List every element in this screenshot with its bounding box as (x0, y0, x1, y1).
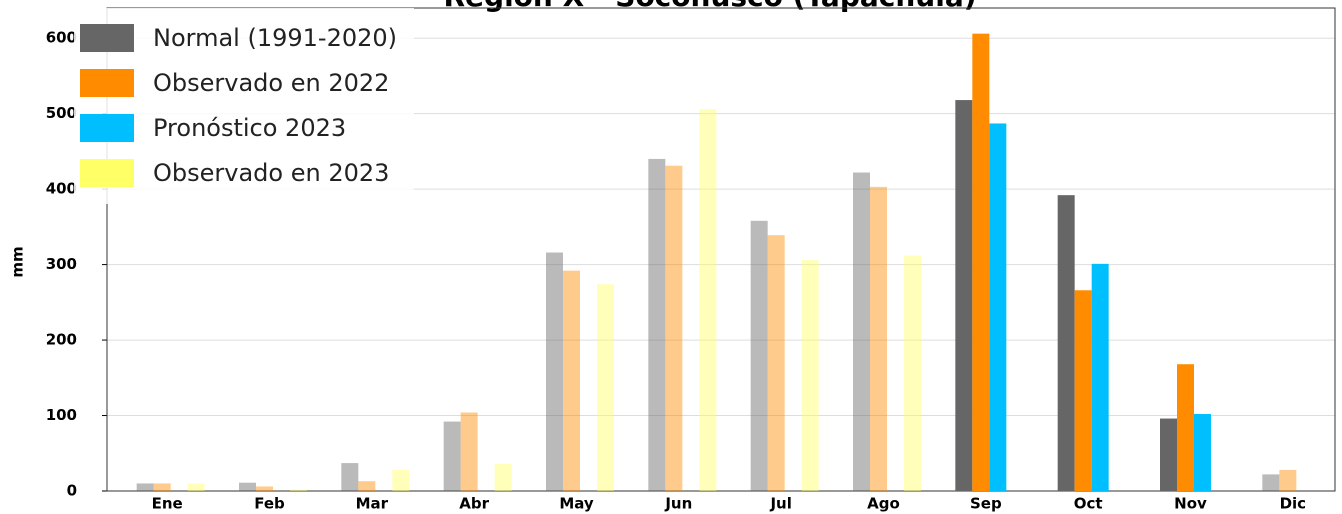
x-tick-label: Jun (664, 495, 692, 513)
x-tick-label: Ene (152, 495, 183, 513)
y-tick-label: 300 (46, 255, 77, 273)
legend-swatch (80, 159, 134, 187)
bar (801, 260, 819, 491)
x-tick-label: Sep (970, 495, 1002, 513)
bar (1177, 364, 1194, 491)
bar (1160, 418, 1177, 491)
bar (767, 235, 785, 491)
x-tick-label: Oct (1074, 495, 1103, 513)
bar (853, 172, 870, 491)
y-tick-label: 400 (46, 180, 77, 198)
legend-swatch (80, 114, 134, 142)
bar (1279, 469, 1297, 491)
bar (1057, 195, 1075, 491)
y-axis-label: mm (9, 246, 27, 277)
bar (187, 483, 205, 491)
x-tick-label: Mar (356, 495, 389, 513)
bar (955, 100, 973, 492)
bar (1074, 290, 1092, 491)
bar (1194, 414, 1211, 491)
legend-label: Observado en 2023 (153, 159, 389, 187)
bar (290, 489, 307, 491)
bar (597, 284, 614, 491)
bar (494, 463, 512, 491)
bar (750, 220, 768, 491)
bar (665, 165, 683, 492)
y-tick-label: 0 (67, 482, 77, 500)
y-tick-label: 500 (46, 104, 77, 122)
bar (239, 482, 256, 491)
bar (989, 123, 1007, 491)
x-tick-label: May (559, 495, 594, 513)
x-tick-label: Nov (1174, 495, 1207, 513)
y-tick-label: 200 (46, 331, 77, 349)
x-tick-label: Ago (867, 495, 900, 513)
legend-swatch (80, 69, 134, 97)
bar (443, 421, 461, 491)
bar (904, 255, 921, 491)
bar (341, 463, 359, 491)
bar (1262, 474, 1280, 491)
bar (699, 109, 717, 492)
bar (460, 412, 478, 491)
plot-frame (106, 7, 1336, 492)
x-tick-label: Abr (459, 495, 489, 513)
legend-label: Pronóstico 2023 (153, 114, 346, 142)
bar (153, 483, 171, 491)
y-tick-label: 100 (46, 406, 77, 424)
x-tick-label: Jul (769, 495, 791, 513)
bar (563, 270, 580, 491)
bar (546, 252, 563, 491)
bar (136, 483, 154, 491)
y-tick-label: 600 (46, 29, 77, 47)
bar (648, 158, 666, 491)
legend-swatch (80, 24, 134, 52)
bar (870, 186, 887, 491)
chart-title: Región X - Soconusco (Tapachula) (443, 0, 976, 13)
bar (392, 469, 410, 491)
x-tick-label: Feb (254, 495, 285, 513)
bar (972, 33, 990, 492)
x-tick-label: Dic (1280, 495, 1306, 513)
legend-label: Normal (1991-2020) (153, 24, 397, 52)
bar (256, 486, 273, 491)
bar (1091, 263, 1109, 491)
bar (358, 481, 376, 491)
legend-label: Observado en 2022 (153, 69, 389, 97)
